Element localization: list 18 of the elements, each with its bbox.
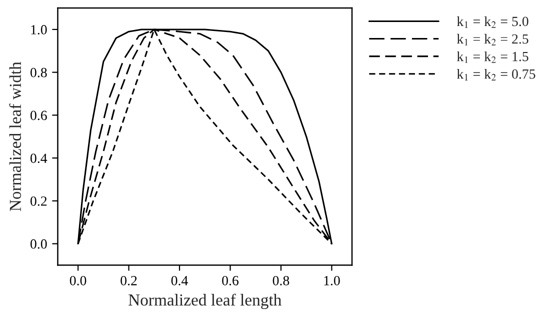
- y-tick-label: 0.8: [30, 68, 47, 78]
- legend-label: k$_{1}$ = k$_{2}$ = 1.5: [456, 51, 528, 63]
- x-tick-label: 0.2: [120, 276, 137, 286]
- x-tick-label: 0.6: [222, 276, 239, 286]
- y-tick-label: 0.6: [30, 110, 47, 120]
- y-tick-label: 0.2: [30, 196, 47, 206]
- legend-label: k$_{1}$ = k$_{2}$ = 5.0: [456, 16, 528, 28]
- x-tick-label: 1.0: [324, 276, 340, 286]
- y-tick-label: 0.0: [30, 239, 47, 249]
- x-tick-label: 0.4: [171, 276, 188, 286]
- x-tick-label: 0.0: [70, 276, 86, 286]
- y-tick-label: 1.0: [31, 25, 47, 34]
- x-tick-label: 0.8: [272, 276, 290, 286]
- x-axis-title: Normalized leaf length: [128, 294, 282, 310]
- y-tick-label: 0.4: [30, 154, 48, 164]
- legend-label: k$_{1}$ = k$_{2}$ = 2.5: [456, 34, 528, 46]
- legend-label: k$_{1}$ = k$_{2}$ = 0.75: [456, 68, 536, 80]
- y-axis-title: Normalized leaf width: [9, 62, 22, 212]
